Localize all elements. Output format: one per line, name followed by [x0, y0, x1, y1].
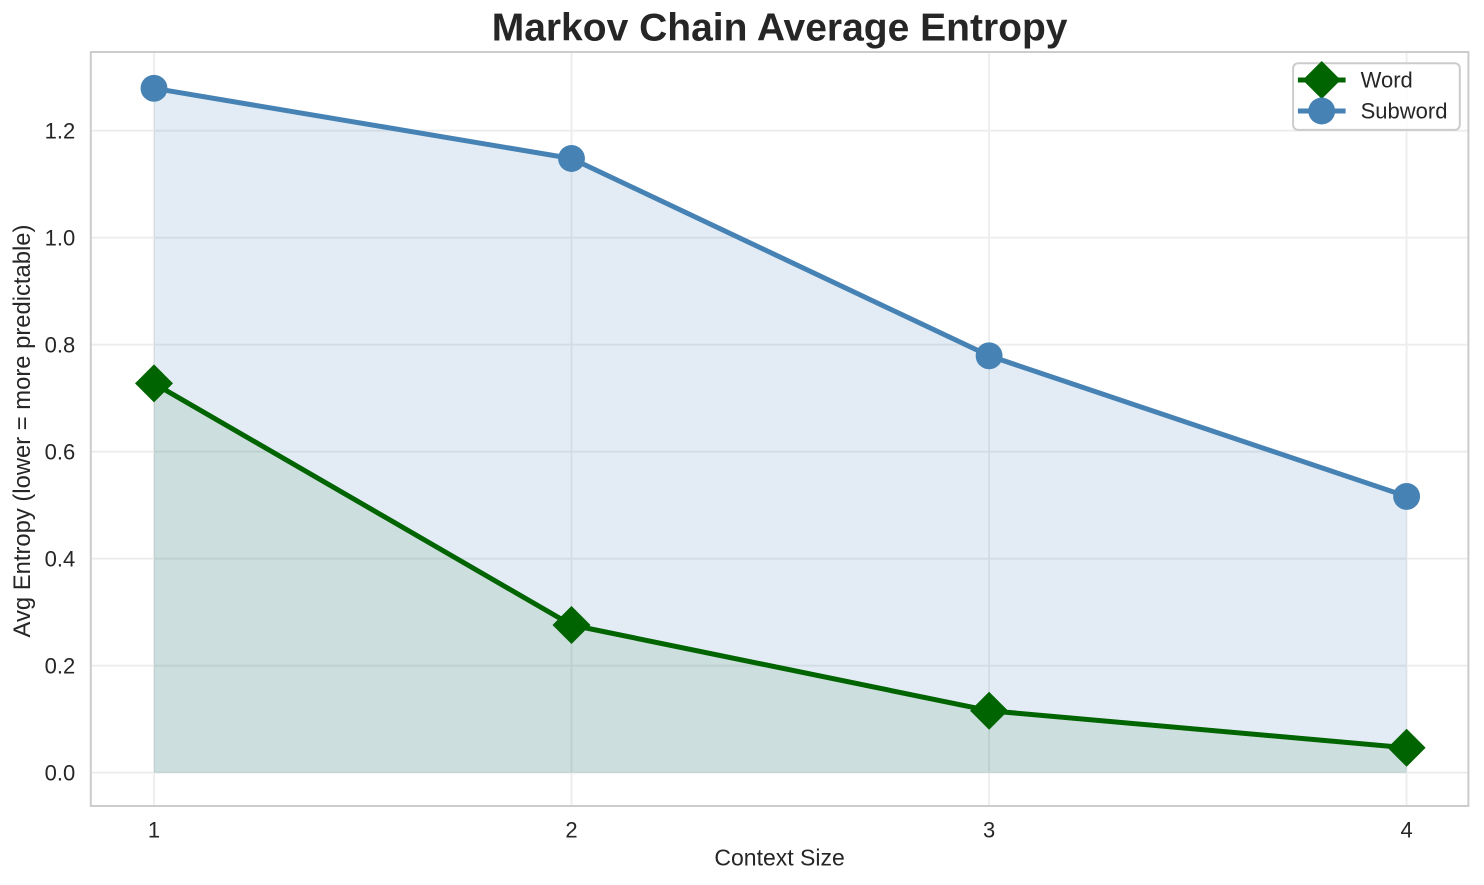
- svg-text:0.2: 0.2: [45, 654, 76, 679]
- svg-text:0.0: 0.0: [45, 761, 76, 786]
- svg-text:4: 4: [1400, 818, 1412, 843]
- svg-text:2: 2: [565, 818, 577, 843]
- svg-text:0.4: 0.4: [45, 547, 76, 572]
- svg-text:Avg Entropy (lower = more pred: Avg Entropy (lower = more predictable): [9, 225, 36, 638]
- svg-text:3: 3: [983, 818, 995, 843]
- svg-text:1.0: 1.0: [45, 226, 76, 251]
- svg-text:1.2: 1.2: [45, 119, 76, 144]
- svg-text:0.8: 0.8: [45, 333, 76, 358]
- svg-text:Context Size: Context Size: [714, 845, 844, 871]
- svg-text:Markov Chain Average Entropy: Markov Chain Average Entropy: [492, 6, 1068, 49]
- svg-text:Word: Word: [1361, 68, 1413, 93]
- svg-text:Subword: Subword: [1361, 99, 1448, 124]
- svg-text:1: 1: [148, 818, 160, 843]
- svg-text:0.6: 0.6: [45, 440, 76, 465]
